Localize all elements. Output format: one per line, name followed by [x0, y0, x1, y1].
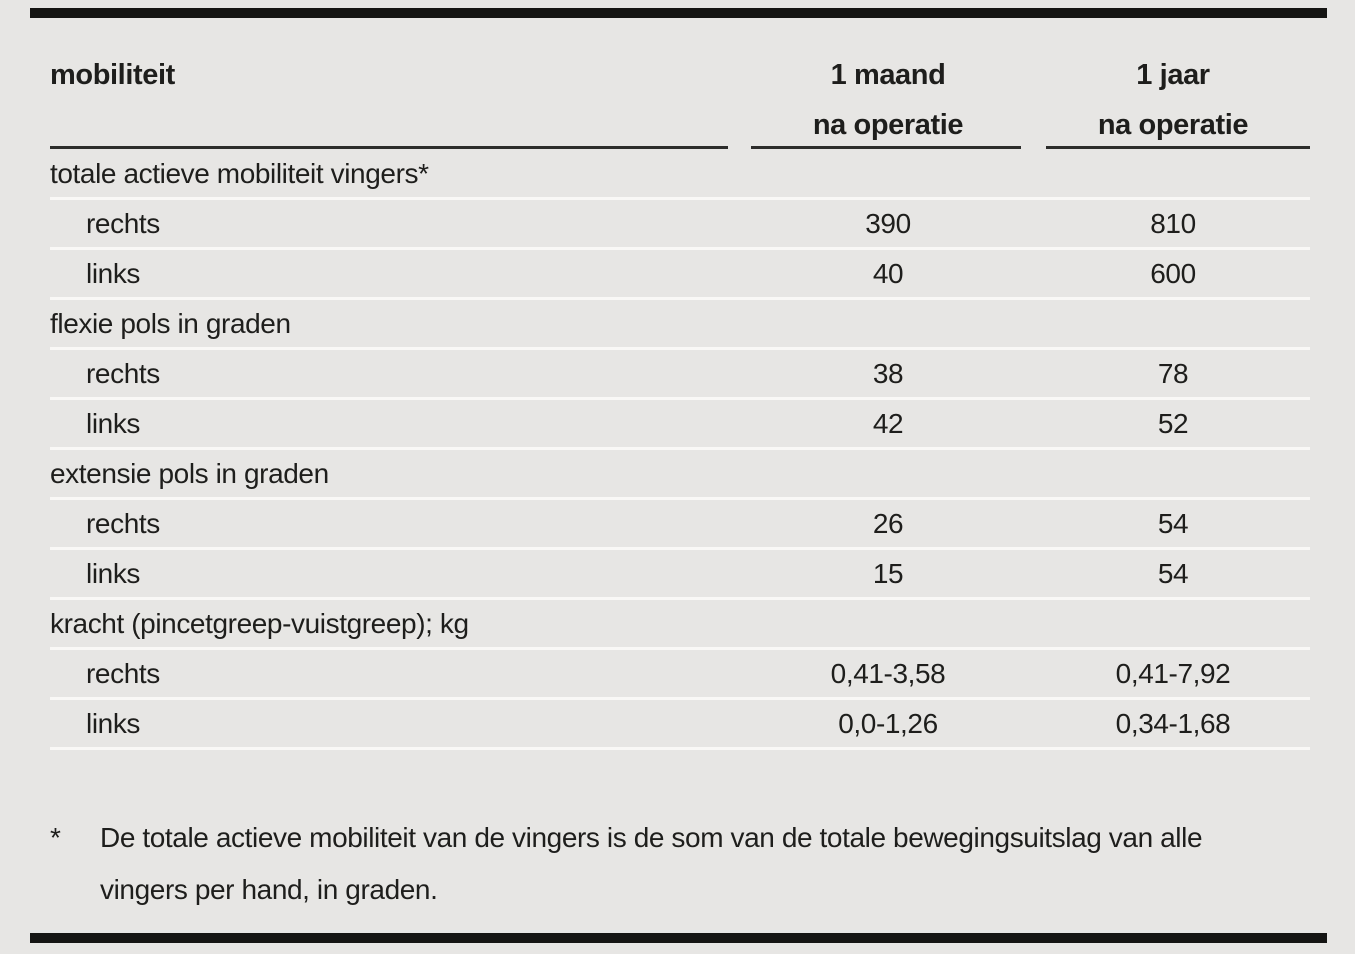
- table-cell-label: rechts: [86, 507, 160, 539]
- header-underline-1-maand: [751, 146, 1021, 149]
- table-cell-label: totale actieve mobiliteit vingers*: [50, 157, 429, 189]
- table-row: kracht (pincetgreep-vuistgreep); kg: [50, 600, 1310, 650]
- table-cell-col2: 26: [872, 507, 904, 539]
- table-cell-col3: 0,34-1,68: [1115, 707, 1231, 739]
- table-cell-label: extensie pols in graden: [50, 457, 329, 489]
- header-underline-mobiliteit: [50, 146, 728, 149]
- table-row: flexie pols in graden: [50, 300, 1310, 350]
- table-cell-col2: 0,0-1,26: [838, 707, 938, 739]
- table-cell-col2: 42: [872, 407, 904, 439]
- table-row: links 42 52: [50, 400, 1310, 450]
- table-row: extensie pols in graden: [50, 450, 1310, 500]
- column-header-1-maand: 1 maand na operatie: [740, 50, 1036, 150]
- column-header-1-jaar-line1: 1 jaar: [1136, 59, 1210, 91]
- table-footnote: * De totale actieve mobiliteit van de vi…: [50, 812, 1295, 916]
- header-underline-1-jaar: [1046, 146, 1310, 149]
- table-cell-label: rechts: [86, 207, 160, 239]
- table-cell-col3: 54: [1157, 557, 1189, 589]
- table-cell-col2: 15: [872, 557, 904, 589]
- table-top-rule: [30, 8, 1327, 18]
- table-cell-label: links: [86, 407, 141, 439]
- table-row: rechts 0,41-3,58 0,41-7,92: [50, 650, 1310, 700]
- column-header-1-maand-line1: 1 maand: [830, 59, 946, 91]
- table-cell-label: flexie pols in graden: [50, 307, 291, 339]
- table-cell-col2: 0,41-3,58: [830, 657, 946, 689]
- table-cell-col3: 810: [1150, 207, 1196, 239]
- table-body: totale actieve mobiliteit vingers* rechts…: [50, 150, 1310, 750]
- table-cell-col3: 0,41-7,92: [1115, 657, 1231, 689]
- table-cell-col3: 54: [1157, 507, 1189, 539]
- table-header-row: mobiliteit 1 maand na operatie 1 jaar na…: [50, 50, 1310, 150]
- table-row: rechts 26 54: [50, 500, 1310, 550]
- table-cell-col2: 390: [865, 207, 911, 239]
- footnote-text: De totale actieve mobiliteit van de ving…: [100, 822, 1203, 905]
- table-cell-label: links: [86, 257, 141, 289]
- table-cell-col3: 78: [1157, 357, 1189, 389]
- table-row: rechts 390 810: [50, 200, 1310, 250]
- table-cell-col2: 40: [872, 257, 904, 289]
- footnote-asterisk-marker: *: [50, 822, 61, 853]
- column-header-1-jaar: 1 jaar na operatie: [1036, 50, 1310, 150]
- column-header-1-maand-line2: na operatie: [812, 109, 964, 141]
- table-cell-label: links: [86, 557, 141, 589]
- column-header-mobiliteit: mobiliteit: [50, 59, 175, 91]
- table-cell-label: kracht (pincetgreep-vuistgreep); kg: [50, 607, 469, 639]
- table-cell-label: links: [86, 707, 141, 739]
- table-cell-label: rechts: [86, 357, 160, 389]
- column-header-1-jaar-line2: na operatie: [1097, 109, 1249, 141]
- table-row: links 40 600: [50, 250, 1310, 300]
- table-row: rechts 38 78: [50, 350, 1310, 400]
- table-row: totale actieve mobiliteit vingers*: [50, 150, 1310, 200]
- table-cell-col2: 38: [872, 357, 904, 389]
- table-row: links 0,0-1,26 0,34-1,68: [50, 700, 1310, 750]
- table-cell-col3: 52: [1157, 407, 1189, 439]
- table-bottom-rule: [30, 933, 1327, 943]
- table-cell-col3: 600: [1150, 257, 1196, 289]
- table-cell-label: rechts: [86, 657, 160, 689]
- table-row: links 15 54: [50, 550, 1310, 600]
